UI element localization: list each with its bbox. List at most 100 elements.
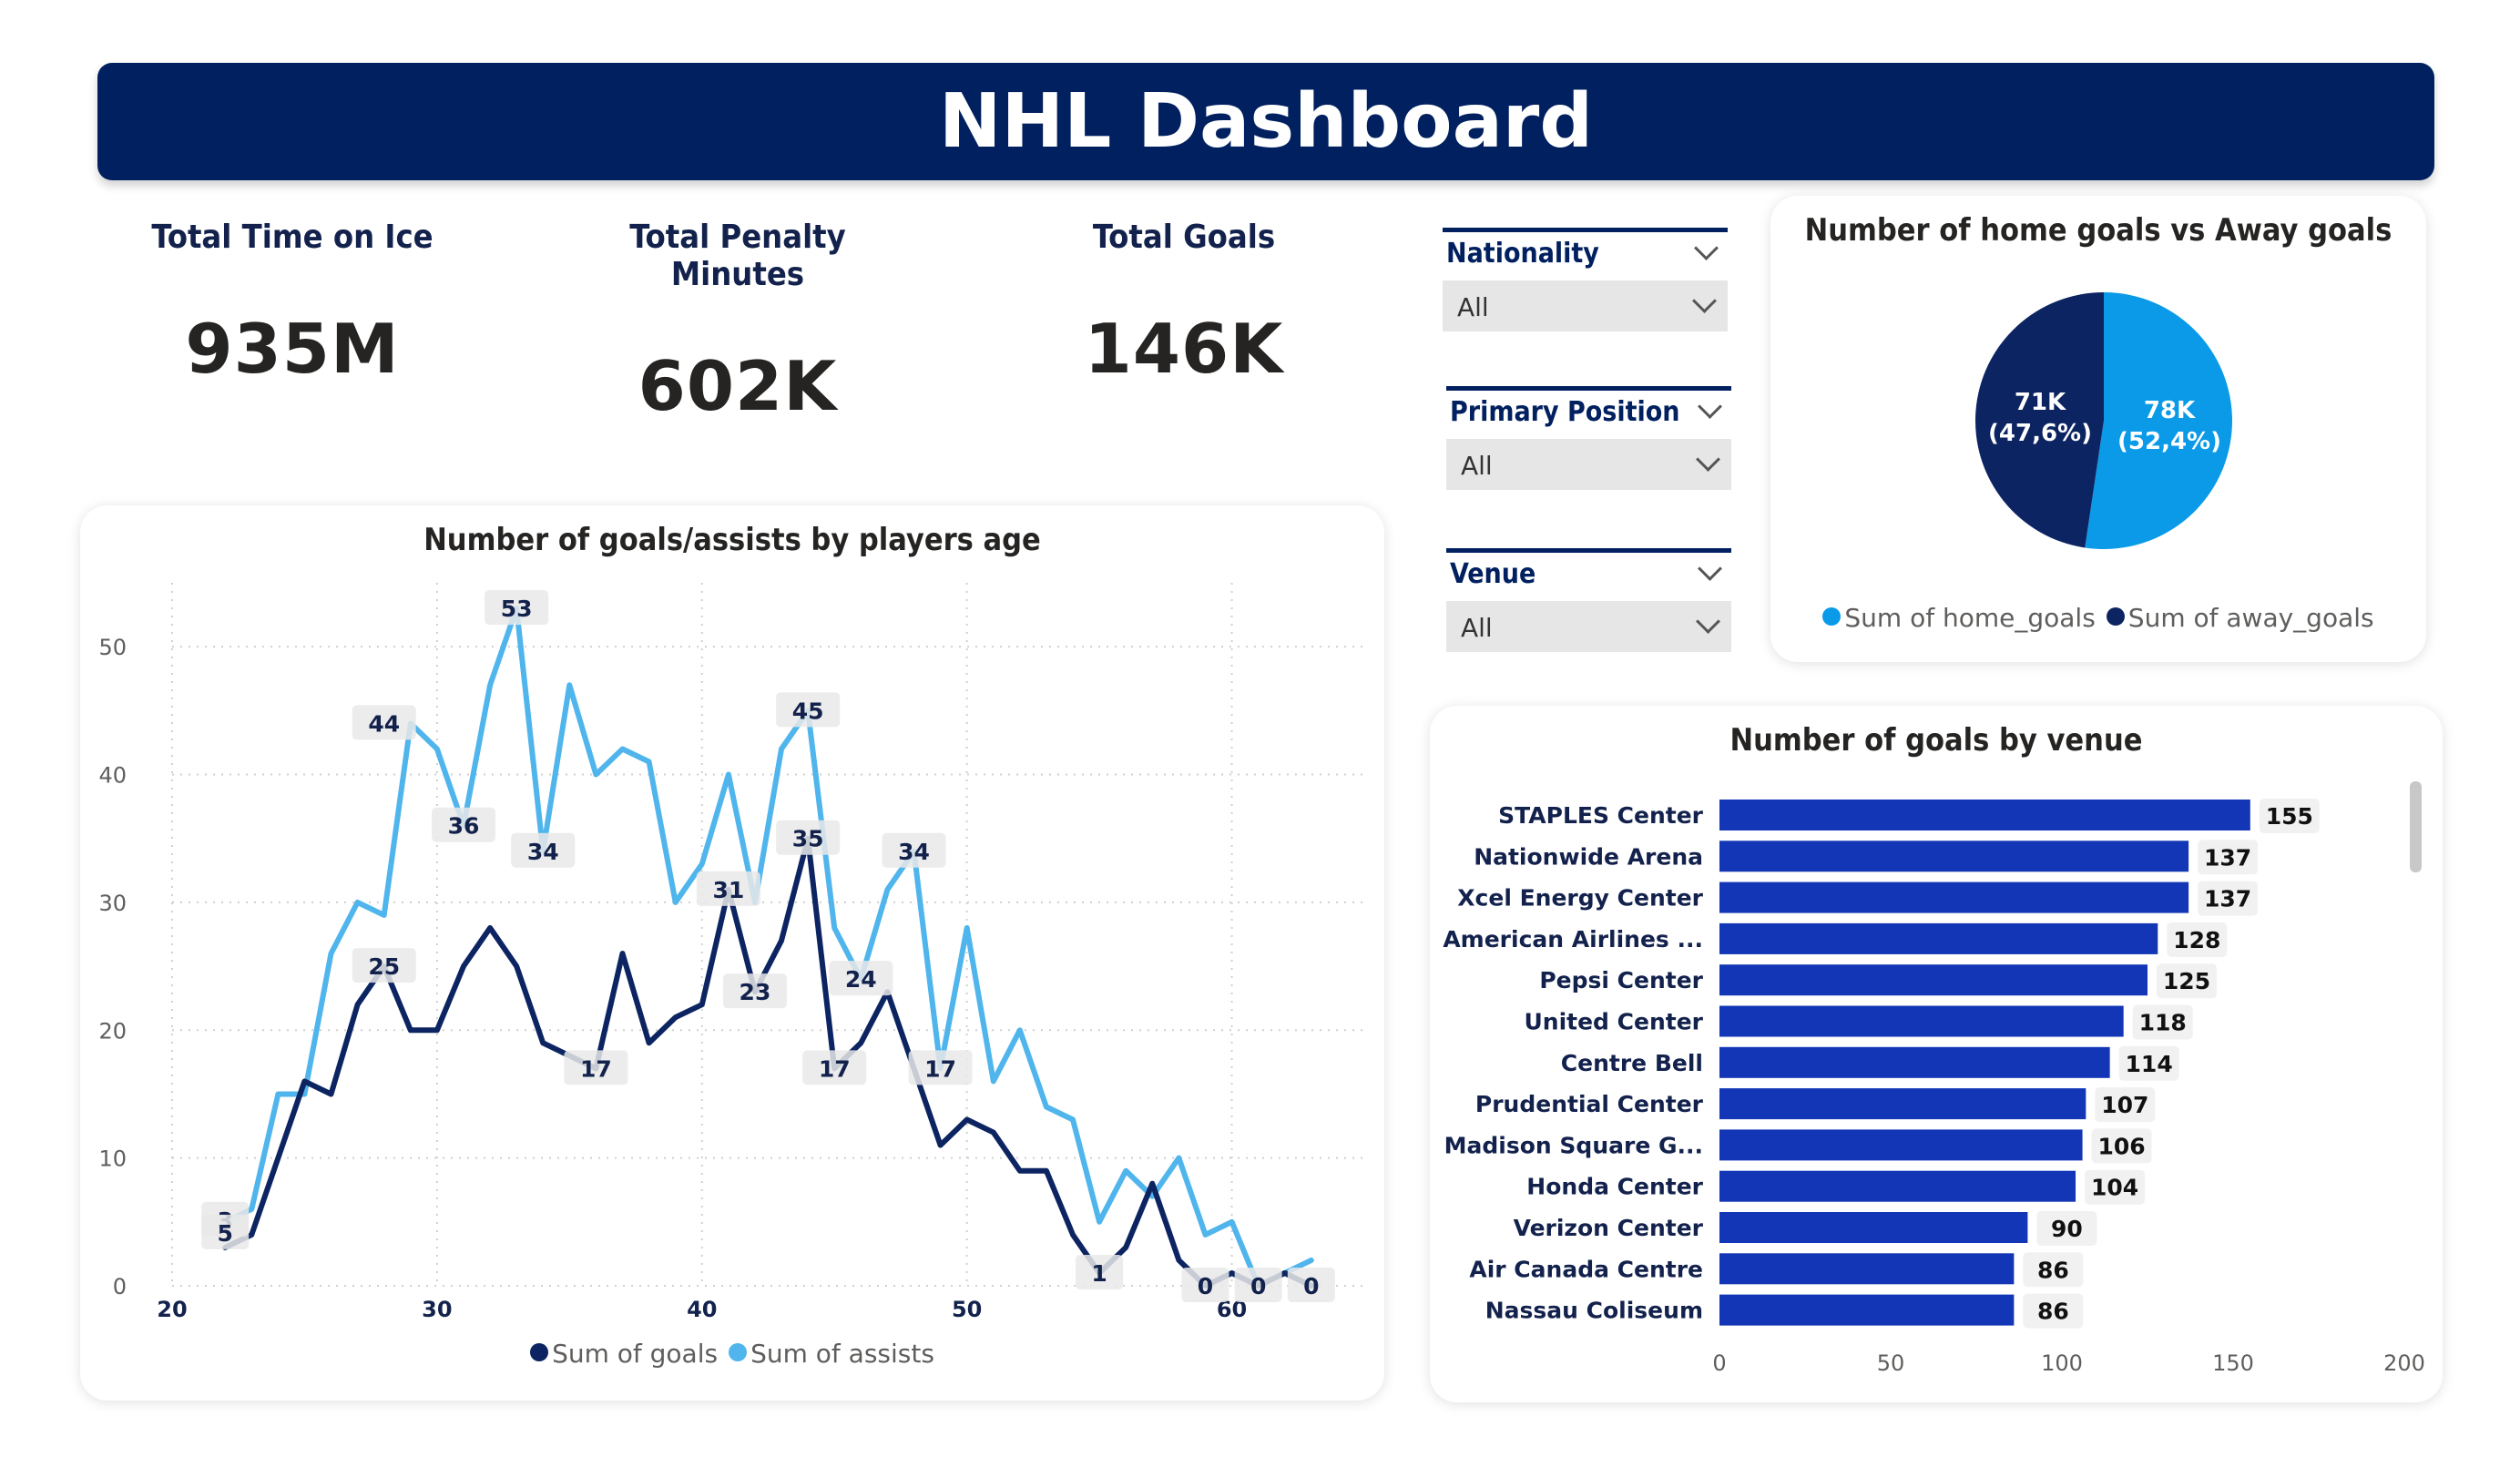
- pie-label-home-percent: (52,4%): [2117, 428, 2221, 455]
- category-label: Nationwide Arena: [1474, 843, 1703, 870]
- pie-chart: 78K (52,4%) 71K (47,6%): [1974, 292, 2232, 549]
- legend-item-assists[interactable]: Sum of assists: [729, 1339, 934, 1369]
- chevron-down-icon[interactable]: [1696, 447, 1720, 472]
- slicer-nationality[interactable]: Nationality All: [1443, 228, 1728, 331]
- legend-item-goals[interactable]: Sum of goals: [530, 1339, 718, 1369]
- data-label-bg: [201, 1214, 250, 1249]
- slicer-dropdown[interactable]: All: [1446, 439, 1731, 490]
- data-label-bg: [722, 973, 787, 1009]
- data-label-bg: [908, 1050, 973, 1085]
- data-label: 34: [898, 839, 930, 865]
- legend-item-away[interactable]: Sum of away_goals: [2106, 603, 2374, 633]
- data-label: 137: [2204, 844, 2251, 871]
- category-label: Nassau Coliseum: [1485, 1298, 1703, 1324]
- data-label: 17: [580, 1055, 612, 1082]
- x-tick-label: 200: [2383, 1350, 2425, 1376]
- legend-label: Sum of away_goals: [2127, 603, 2374, 633]
- slicer-title: Nationality: [1446, 238, 1599, 270]
- chart-legend: Sum of goals Sum of assists: [80, 1339, 1384, 1369]
- slicer-dropdown[interactable]: All: [1443, 280, 1728, 331]
- line-chart: 0102030405020304050603544253653341731234…: [98, 583, 1364, 1322]
- data-label: 0: [1250, 1273, 1266, 1299]
- pie-chart-card: Number of home goals vs Away goals 78K (5…: [1770, 196, 2426, 662]
- slicer-venue[interactable]: Venue All: [1446, 548, 1731, 652]
- chevron-down-icon[interactable]: [1698, 394, 1722, 419]
- slicer-selected-value: All: [1461, 451, 1493, 481]
- category-label: United Center: [1524, 1009, 1703, 1035]
- legend-item-home[interactable]: Sum of home_goals: [1822, 603, 2096, 633]
- category-label: Madison Square G...: [1444, 1132, 1703, 1158]
- data-label-bg: [2095, 1087, 2156, 1123]
- data-label-bg: [2036, 1211, 2097, 1246]
- data-label-bg: [352, 705, 416, 740]
- legend-dot: [2106, 607, 2125, 626]
- chevron-down-icon[interactable]: [1698, 556, 1722, 581]
- data-label-bg: [2085, 1169, 2146, 1205]
- slicer-header[interactable]: Nationality: [1443, 228, 1728, 278]
- data-label-bg: [2198, 840, 2259, 875]
- bar: [1719, 841, 2189, 872]
- data-label-bg: [1234, 1268, 1282, 1302]
- line-chart-card: Number of goals/assists by players age 0…: [80, 505, 1384, 1401]
- chart-title: Number of home goals vs Away goals: [1804, 212, 2392, 249]
- slicer-primary-position[interactable]: Primary Position All: [1446, 386, 1731, 490]
- bar: [1719, 1088, 2086, 1120]
- category-label: Verizon Center: [1514, 1215, 1704, 1241]
- data-label-bg: [2023, 1293, 2084, 1329]
- pie-label-away-value: 71K: [2015, 389, 2066, 416]
- header-banner: NHL Dashboard: [97, 63, 2434, 180]
- slicer-header[interactable]: Venue: [1446, 548, 1731, 598]
- data-label-bg: [829, 961, 893, 996]
- data-label: 23: [740, 979, 771, 1005]
- bar: [1719, 1212, 2028, 1243]
- data-label-bg: [802, 1050, 867, 1085]
- data-label: 137: [2204, 886, 2251, 912]
- bar: [1719, 1170, 2076, 1202]
- slicer-header[interactable]: Primary Position: [1446, 386, 1731, 436]
- x-tick-label: 0: [1712, 1350, 1726, 1376]
- chevron-down-icon[interactable]: [1692, 289, 1717, 313]
- data-label-bg: [776, 820, 841, 855]
- category-label: Pepsi Center: [1539, 967, 1703, 993]
- data-label-bg: [1076, 1254, 1124, 1289]
- x-tick-label: 20: [157, 1297, 187, 1322]
- legend-dot: [1822, 607, 1842, 626]
- pie-slice-home: [2085, 292, 2232, 549]
- category-label: Centre Bell: [1561, 1050, 1703, 1076]
- data-label-bg: [2091, 1128, 2152, 1164]
- data-label: 107: [2101, 1092, 2148, 1118]
- data-label: 53: [501, 596, 533, 622]
- bar: [1719, 1294, 2015, 1326]
- legend-dot: [729, 1343, 748, 1361]
- data-label-bg: [2167, 922, 2228, 957]
- series-line-assists: [222, 606, 1314, 1289]
- bar: [1719, 800, 2250, 830]
- data-label-bg: [2118, 1045, 2179, 1081]
- chevron-down-icon[interactable]: [1696, 609, 1720, 634]
- data-label-bg: [776, 692, 841, 728]
- bar: [1719, 1005, 2124, 1037]
- bar: [1719, 964, 2148, 996]
- data-label-bg: [2259, 799, 2320, 833]
- slicer-dropdown[interactable]: All: [1446, 601, 1731, 652]
- data-label: 86: [2037, 1257, 2069, 1283]
- data-label: 86: [2037, 1299, 2069, 1325]
- kpi-total-goals: Total Goals 146K: [1011, 219, 1357, 389]
- bar: [1719, 1129, 2083, 1161]
- kpi-value: 146K: [1084, 309, 1284, 389]
- scrollbar-thumb[interactable]: [2410, 781, 2422, 872]
- data-label-bg: [485, 590, 549, 626]
- kpi-value: 602K: [638, 346, 838, 426]
- data-label: 0: [1303, 1273, 1319, 1299]
- legend-label: Sum of assists: [750, 1339, 934, 1369]
- data-label: 1: [1091, 1260, 1107, 1287]
- y-tick-label: 20: [98, 1018, 127, 1044]
- category-label: Air Canada Centre: [1469, 1256, 1703, 1282]
- kpi-label: Total Time on Ice: [151, 219, 434, 256]
- chevron-down-icon[interactable]: [1694, 236, 1719, 260]
- slicer-title: Primary Position: [1450, 396, 1680, 428]
- data-label-bg: [431, 807, 495, 842]
- data-label-bg: [2157, 963, 2217, 999]
- bar: [1719, 881, 2189, 913]
- data-label: 34: [527, 839, 559, 865]
